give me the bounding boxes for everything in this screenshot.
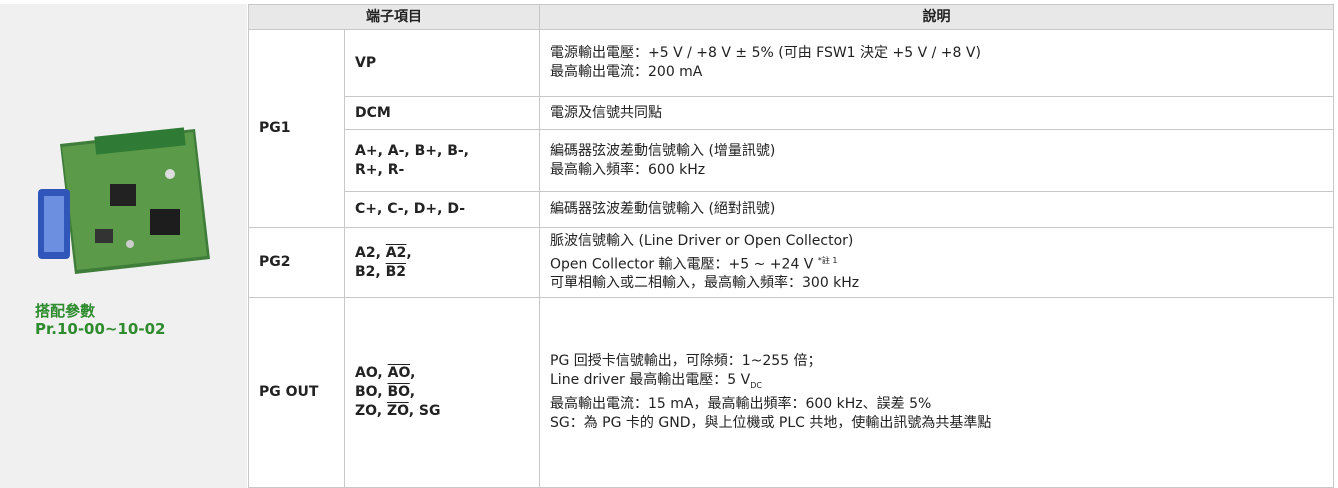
terminal-line: A+, A-, B+, B-, [355, 142, 529, 161]
description-line: 編碼器弦波差動信號輸入 (絕對訊號) [550, 201, 776, 217]
terminal-line: B2, B2 [355, 263, 529, 282]
superscript: *註 1 [817, 255, 838, 265]
side-panel: 搭配參數 Pr.10-00~10-02 [0, 4, 247, 488]
description-line: 最高輸出電流：200 mA [550, 64, 703, 80]
group-cell: PG1 [248, 30, 345, 228]
text: VP [355, 54, 377, 71]
text: BO, [355, 384, 388, 400]
description-line: 可單相輸入或二相輸入，最高輸入頻率：300 kHz [550, 275, 860, 292]
group-cell: PG2 [248, 228, 345, 298]
description-cell: 脈波信號輸入 (Line Driver or Open Collector) Op… [540, 228, 1334, 298]
description-line: Open Collector 輸入電壓：+5 ~ +24 V *註 1 [550, 251, 1323, 275]
text: R+, R- [355, 161, 405, 178]
overline-text: A2 [385, 244, 407, 261]
text: , [410, 365, 416, 381]
terminal-line: ZO, ZO, SG [355, 402, 529, 421]
text: , [409, 384, 416, 400]
terminal-line: BO, BO, [355, 383, 529, 402]
terminal-line: C+, C-, D+, D- [355, 200, 529, 219]
terminal-cell: A2, A2, B2, B2 [345, 228, 540, 298]
caption: Pr.10-00~10-02 [35, 320, 166, 338]
terminal-line: R+, R- [355, 161, 529, 180]
overline-text: AO [387, 365, 411, 381]
description-line: SG：為 PG 卡的 GND，與上位機或 PLC 共地，使輸出訊號為共基準點 [550, 414, 992, 431]
description-line: Line driver 最高輸出電壓：5 VDC [550, 371, 1323, 395]
text: , SG [408, 403, 441, 419]
group-cell: PG OUT [248, 298, 345, 488]
subscript: DC [750, 380, 762, 390]
terminal-cell: DCM [345, 97, 540, 130]
description-cell: PG 回授卡信號輸出，可除頻：1~255 倍； Line driver 最高輸出電… [540, 298, 1334, 488]
terminal-line: AO, AO, [355, 364, 529, 383]
text: A2, [355, 244, 386, 261]
terminal-cell: AO, AO, BO, BO, ZO, ZO, SG [345, 298, 540, 488]
description-line: 電源輸出電壓：+5 V / +8 V ± 5% (可由 FSW1 決定 +5 V… [550, 45, 981, 61]
description-line: 電源及信號共同點 [550, 104, 662, 121]
text: , [406, 244, 412, 261]
description-cell: 編碼器弦波差動信號輸入 (增量訊號) 最高輸入頻率：600 kHz [540, 130, 1334, 192]
terminal-line: A2, A2, [355, 244, 529, 263]
text: AO, [355, 365, 388, 381]
description-cell: 編碼器弦波差動信號輸入 (絕對訊號) [540, 192, 1334, 228]
overline-text: BO [387, 384, 410, 400]
description-line: 編碼器弦波差動信號輸入 (增量訊號) [550, 142, 776, 159]
text: DCM [355, 104, 391, 121]
header-cell: 說明 [540, 4, 1334, 30]
overline-text: B2 [385, 263, 407, 280]
description-line: 最高輸出電流：15 mA，最高輸出頻率：600 kHz、誤差 5% [550, 395, 932, 412]
caption: 搭配參數 [35, 302, 96, 320]
text: B2, [355, 263, 386, 280]
header-cell: 端子項目 [248, 4, 540, 30]
terminal-line: DCM [355, 104, 529, 123]
description-line: PG 回授卡信號輸出，可除頻：1~255 倍； [550, 353, 822, 370]
text: Line driver 最高輸出電壓：5 V [550, 372, 751, 389]
terminal-line: VP [355, 54, 529, 73]
description-line: 脈波信號輸入 (Line Driver or Open Collector) [550, 232, 854, 249]
terminal-cell: C+, C-, D+, D- [345, 192, 540, 228]
text: A+, A-, B+, B-, [355, 142, 469, 159]
overline-text: ZO [386, 403, 409, 419]
description-cell: 電源及信號共同點 [540, 97, 1334, 130]
text: ZO, [355, 403, 387, 419]
terminal-cell: VP [345, 30, 540, 97]
text: C+, C-, D+, D- [355, 201, 466, 217]
board-image [38, 127, 210, 274]
description-cell: 電源輸出電壓：+5 V / +8 V ± 5% (可由 FSW1 決定 +5 V… [540, 30, 1334, 97]
text: Open Collector 輸入電壓：+5 ~ +24 V [550, 256, 818, 273]
description-line: 最高輸入頻率：600 kHz [550, 161, 706, 178]
terminal-cell: A+, A-, B+, B-, R+, R- [345, 130, 540, 192]
